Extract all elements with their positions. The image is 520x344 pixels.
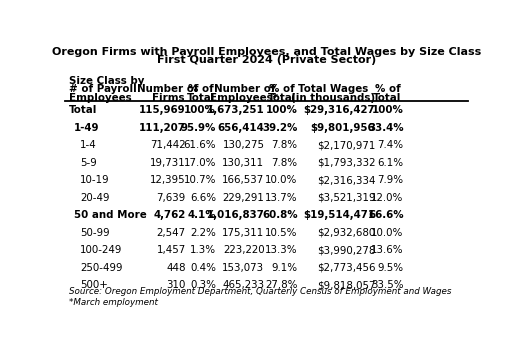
Text: 2,547: 2,547 (157, 228, 186, 238)
Text: 1,673,251: 1,673,251 (207, 105, 265, 115)
Text: 33.5%: 33.5% (371, 280, 404, 290)
Text: 60.8%: 60.8% (262, 210, 297, 220)
Text: Number of: Number of (214, 84, 275, 94)
Text: Employees: Employees (69, 93, 132, 103)
Text: 5-9: 5-9 (80, 158, 97, 168)
Text: 448: 448 (166, 263, 186, 273)
Text: 100-249: 100-249 (80, 245, 123, 255)
Text: 656,414: 656,414 (218, 123, 265, 133)
Text: 10.0%: 10.0% (371, 228, 404, 238)
Text: Size Class by: Size Class by (69, 76, 145, 86)
Text: 66.6%: 66.6% (368, 210, 404, 220)
Text: 250-499: 250-499 (80, 263, 123, 273)
Text: $3,990,278: $3,990,278 (317, 245, 375, 255)
Text: 0.3%: 0.3% (190, 280, 216, 290)
Text: 9.5%: 9.5% (378, 263, 404, 273)
Text: $3,521,319: $3,521,319 (317, 193, 375, 203)
Text: 115,969: 115,969 (139, 105, 186, 115)
Text: 95.9%: 95.9% (181, 123, 216, 133)
Text: # of Payroll: # of Payroll (69, 84, 137, 94)
Text: 13.6%: 13.6% (371, 245, 404, 255)
Text: 1-4: 1-4 (80, 140, 97, 150)
Text: 71,442: 71,442 (150, 140, 186, 150)
Text: $19,514,471: $19,514,471 (303, 210, 375, 220)
Text: 12,395: 12,395 (150, 175, 186, 185)
Text: (in thousands): (in thousands) (291, 93, 375, 103)
Text: $2,170,971: $2,170,971 (317, 140, 375, 150)
Text: Firms: Firms (151, 93, 184, 103)
Text: Total: Total (373, 93, 401, 103)
Text: 1,457: 1,457 (157, 245, 186, 255)
Text: 153,073: 153,073 (223, 263, 265, 273)
Text: 175,311: 175,311 (222, 228, 265, 238)
Text: 465,233: 465,233 (223, 280, 265, 290)
Text: $29,316,427: $29,316,427 (304, 105, 375, 115)
Text: *March employment: *March employment (69, 298, 158, 307)
Text: Total: Total (268, 93, 296, 103)
Text: 4,762: 4,762 (153, 210, 186, 220)
Text: 12.0%: 12.0% (371, 193, 404, 203)
Text: 111,207: 111,207 (139, 123, 186, 133)
Text: Source: Oregon Employment Department, Quarterly Census of Employment and Wages: Source: Oregon Employment Department, Qu… (69, 287, 451, 296)
Text: $2,773,456: $2,773,456 (317, 263, 375, 273)
Text: 19,731: 19,731 (150, 158, 186, 168)
Text: 1,016,837: 1,016,837 (206, 210, 265, 220)
Text: 310: 310 (166, 280, 186, 290)
Text: $9,818,057: $9,818,057 (317, 280, 375, 290)
Text: 4.1%: 4.1% (188, 210, 216, 220)
Text: 6.1%: 6.1% (378, 158, 404, 168)
Text: 100%: 100% (372, 105, 404, 115)
Text: Total: Total (187, 93, 215, 103)
Text: 9.1%: 9.1% (271, 263, 297, 273)
Text: First Quarter 2024 (Private Sector): First Quarter 2024 (Private Sector) (157, 55, 376, 65)
Text: 10.7%: 10.7% (184, 175, 216, 185)
Text: Number of: Number of (137, 84, 199, 94)
Text: Oregon Firms with Payroll Employees, and Total Wages by Size Class: Oregon Firms with Payroll Employees, and… (52, 47, 481, 57)
Text: 1.3%: 1.3% (190, 245, 216, 255)
Text: 20-49: 20-49 (80, 193, 110, 203)
Text: 7.8%: 7.8% (271, 140, 297, 150)
Text: 100%: 100% (184, 105, 216, 115)
Text: 223,220: 223,220 (223, 245, 265, 255)
Text: Total Wages: Total Wages (298, 84, 368, 94)
Text: 100%: 100% (266, 105, 297, 115)
Text: 50 and More: 50 and More (74, 210, 147, 220)
Text: 33.4%: 33.4% (368, 123, 404, 133)
Text: $2,316,334: $2,316,334 (317, 175, 375, 185)
Text: 50-99: 50-99 (80, 228, 110, 238)
Text: $2,932,680: $2,932,680 (317, 228, 375, 238)
Text: Total: Total (69, 105, 97, 115)
Text: 0.4%: 0.4% (190, 263, 216, 273)
Text: 7.4%: 7.4% (378, 140, 404, 150)
Text: 61.6%: 61.6% (184, 140, 216, 150)
Text: 10.0%: 10.0% (265, 175, 297, 185)
Text: 17.0%: 17.0% (184, 158, 216, 168)
Text: 13.7%: 13.7% (265, 193, 297, 203)
Text: 500+: 500+ (80, 280, 108, 290)
Text: 7.8%: 7.8% (271, 158, 297, 168)
Text: 10.5%: 10.5% (265, 228, 297, 238)
Text: % of: % of (269, 84, 295, 94)
Text: $9,801,956: $9,801,956 (310, 123, 375, 133)
Text: 130,311: 130,311 (223, 158, 265, 168)
Text: 27.8%: 27.8% (265, 280, 297, 290)
Text: 130,275: 130,275 (223, 140, 265, 150)
Text: % of: % of (374, 84, 400, 94)
Text: 6.6%: 6.6% (190, 193, 216, 203)
Text: 10-19: 10-19 (80, 175, 110, 185)
Text: 1-49: 1-49 (74, 123, 99, 133)
Text: 7,639: 7,639 (157, 193, 186, 203)
Text: % of: % of (188, 84, 214, 94)
Text: 2.2%: 2.2% (190, 228, 216, 238)
Text: 39.2%: 39.2% (262, 123, 297, 133)
Text: 13.3%: 13.3% (265, 245, 297, 255)
Text: 166,537: 166,537 (222, 175, 265, 185)
Text: 229,291: 229,291 (223, 193, 265, 203)
Text: $1,793,332: $1,793,332 (317, 158, 375, 168)
Text: 7.9%: 7.9% (378, 175, 404, 185)
Text: Employees*: Employees* (210, 93, 278, 103)
